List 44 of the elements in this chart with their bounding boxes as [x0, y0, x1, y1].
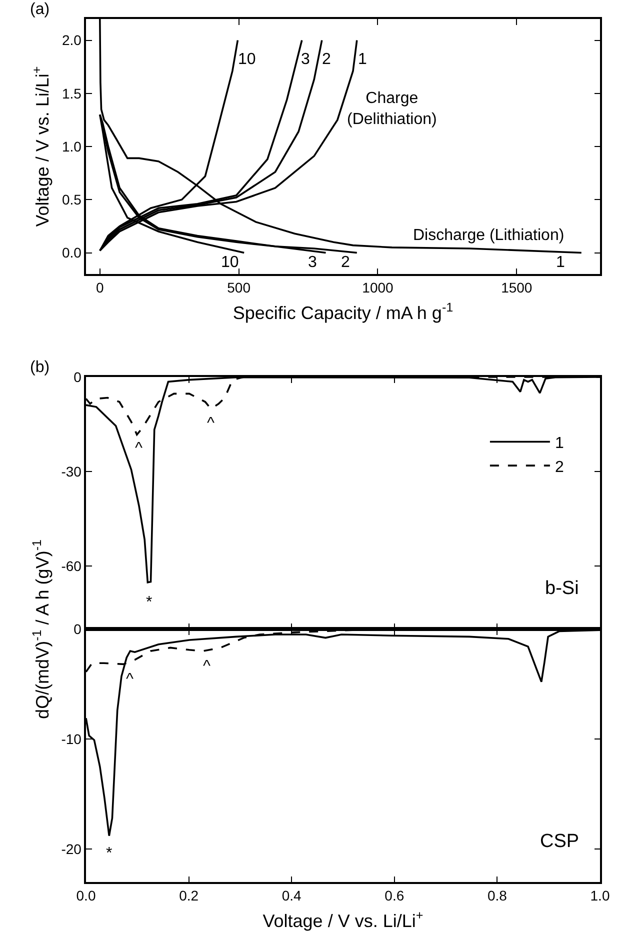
annotation: 2	[322, 51, 331, 68]
x-axis-title: Specific Capacity / mA h g$^{-1}$	[232, 300, 454, 324]
y-tick-label: -10	[61, 730, 82, 747]
annotation: ^	[203, 658, 211, 675]
annotation: b-Si	[545, 578, 579, 599]
x-tick-label: 1500	[501, 280, 532, 296]
annotation: ^	[207, 415, 215, 432]
annotation: ^	[135, 440, 143, 457]
y-tick-label: 1.5	[62, 85, 82, 102]
text: (b)	[30, 359, 50, 376]
x-tick-label: 0.4	[282, 888, 302, 904]
annotation: *	[106, 845, 112, 862]
y-tick-label: 2.0	[62, 32, 82, 48]
x-tick-label: 1.0	[590, 888, 610, 904]
x-tick-label: 0	[96, 280, 104, 296]
y-tick-label: 0	[74, 368, 82, 385]
x-tick-label: 500	[227, 280, 251, 296]
y-tick-label: 0	[74, 620, 82, 637]
y-tick-label: 1.0	[62, 138, 82, 154]
annotation: 1	[358, 51, 367, 68]
annotation: 2	[341, 254, 350, 271]
annotation: 10	[238, 51, 256, 68]
legend-label: 1	[554, 435, 564, 452]
annotation: ^	[126, 671, 134, 688]
x-tick-label: 0.6	[384, 888, 404, 904]
annotation: *	[146, 594, 152, 611]
x-axis-title: Voltage / V vs. Li/Li$^{+}$	[262, 908, 424, 932]
annotation: 3	[301, 51, 310, 68]
annotation: 10	[221, 254, 239, 271]
annotation: 1	[556, 254, 565, 271]
x-tick-label: 0.2	[179, 888, 199, 904]
x-tick-label: 0.8	[487, 888, 508, 904]
y-tick-label: -60	[61, 558, 82, 574]
y-tick-label: 0.0	[62, 244, 82, 261]
y-tick-label: -20	[61, 840, 82, 857]
y-tick-label: -30	[61, 463, 82, 480]
x-tick-label: 1000	[362, 280, 394, 296]
annotation: CSP	[540, 831, 580, 852]
legend-label: 2	[554, 458, 564, 476]
annotation: 3	[308, 254, 317, 271]
annotation: Discharge (Lithiation)	[413, 227, 564, 244]
text: (a)	[30, 1, 50, 18]
annotation: Charge (Delithiation)	[347, 90, 437, 128]
y-tick-label: 0.5	[62, 192, 82, 208]
